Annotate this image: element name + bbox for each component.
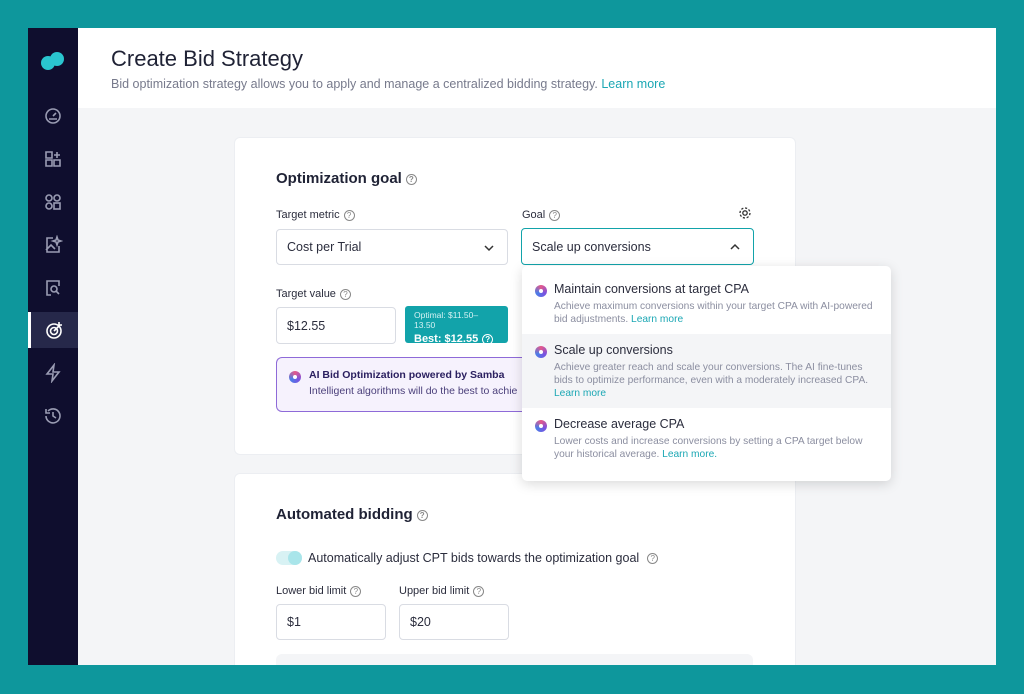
lower-bid-label: Lower bid limit? [276, 585, 362, 597]
learn-more-link[interactable]: Learn more [601, 77, 666, 91]
search-ads-icon[interactable] [28, 270, 78, 306]
learn-more-link[interactable]: Learn more. [662, 449, 718, 460]
sparkle-icon [535, 285, 547, 297]
target-metric-select[interactable]: Cost per Trial [276, 229, 508, 265]
logo [41, 52, 65, 72]
target-metric-label: Target metric? [276, 209, 355, 221]
section-title: Automated bidding? [276, 506, 428, 523]
upper-bid-label: Upper bid limit? [399, 585, 485, 597]
help-icon[interactable]: ? [416, 509, 428, 521]
ai-desc: Intelligent algorithms will do the best … [309, 385, 518, 397]
sparkle-icon [289, 371, 301, 383]
sparkle-icon [535, 420, 547, 432]
toggle-label: Automatically adjust CPT bids towards th… [308, 551, 659, 565]
history-icon[interactable] [28, 398, 78, 434]
ai-optimization-banner: AI Bid Optimization powered by Samba Int… [276, 357, 536, 412]
goal-option-scale-up[interactable]: Scale up conversions Achieve greater rea… [522, 334, 891, 408]
page-header: Create Bid Strategy Bid optimization str… [78, 28, 996, 108]
gear-icon[interactable] [738, 206, 752, 220]
goal-select[interactable]: Scale up conversions [521, 228, 754, 265]
auto-adjust-toggle[interactable] [276, 551, 302, 565]
help-icon[interactable]: ? [405, 173, 417, 185]
goal-option-decrease-cpa[interactable]: Decrease average CPA Lower costs and inc… [522, 417, 891, 461]
learn-more-link[interactable]: Learn more [554, 388, 607, 399]
integrations-icon[interactable] [28, 184, 78, 220]
target-icon[interactable] [28, 312, 78, 348]
creative-icon[interactable] [28, 227, 78, 263]
ai-title: AI Bid Optimization powered by Samba [309, 369, 505, 381]
target-value-input[interactable]: $12.55 [276, 307, 396, 344]
page-subtitle: Bid optimization strategy allows you to … [111, 77, 665, 91]
automation-icon[interactable] [28, 355, 78, 391]
dashboard-icon[interactable] [28, 98, 78, 134]
section-title: Optimization goal? [276, 170, 417, 187]
subtitle-text: Bid optimization strategy allows you to … [111, 77, 598, 91]
goal-option-maintain[interactable]: Maintain conversions at target CPA Achie… [522, 282, 891, 326]
chevron-up-icon [730, 243, 740, 250]
upper-bid-input[interactable]: $20 [399, 604, 509, 640]
optimal-range-badge: Optimal: $11.50–13.50 Best: $12.55? [405, 306, 508, 345]
chevron-down-icon [484, 245, 494, 252]
goal-label: Goal? [522, 209, 561, 221]
optimal-range: Optimal: $11.50–13.50 [414, 310, 479, 330]
learn-more-link[interactable]: Learn more [631, 314, 684, 325]
target-value-label: Target value? [276, 288, 351, 300]
goal-dropdown-menu: Maintain conversions at target CPA Achie… [522, 266, 891, 481]
lower-bid-input[interactable]: $1 [276, 604, 386, 640]
apps-add-icon[interactable] [28, 141, 78, 177]
sparkle-icon [535, 346, 547, 358]
page-title: Create Bid Strategy [111, 46, 303, 71]
sidebar [28, 28, 78, 665]
info-panel [276, 654, 753, 665]
best-value: Best: $12.55? [414, 333, 499, 345]
